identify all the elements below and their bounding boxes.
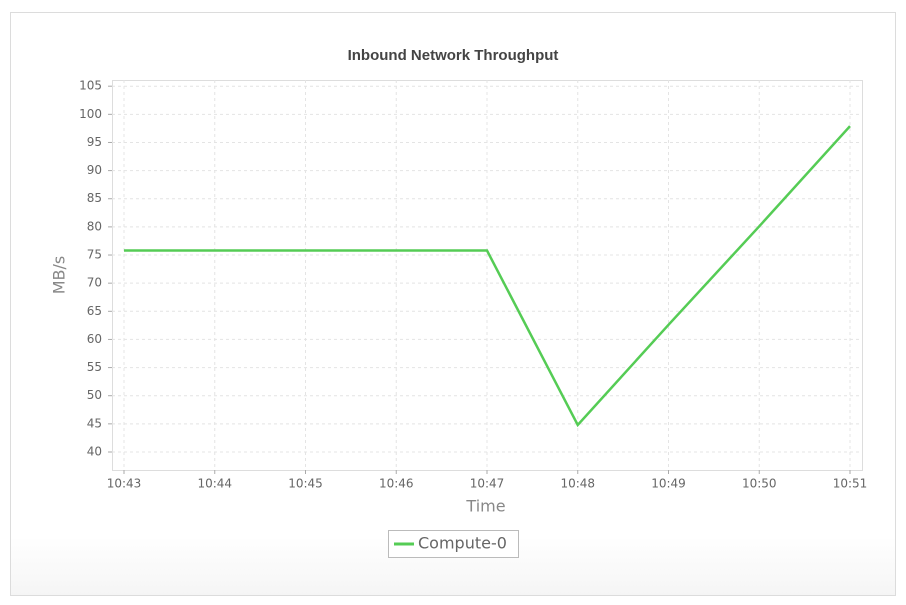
x-tick-label: 10:44 [197, 477, 232, 491]
x-tick-label: 10:48 [560, 477, 595, 491]
y-tick-label: 70 [87, 276, 102, 290]
y-tick-label: 40 [87, 444, 102, 458]
x-tick-label: 10:50 [742, 477, 777, 491]
y-axis-label: MB/s [50, 256, 69, 295]
y-tick-label: 65 [87, 304, 102, 318]
legend-label: Compute-0 [418, 534, 507, 553]
y-tick-label: 60 [87, 332, 102, 346]
y-tick-label: 105 [79, 79, 102, 93]
y-tick-label: 95 [87, 135, 102, 149]
y-tick-label: 50 [87, 388, 102, 402]
x-tick-label: 10:47 [470, 477, 505, 491]
x-tick-label: 10:51 [833, 477, 868, 491]
x-tick-label: 10:45 [288, 477, 323, 491]
y-tick-label: 80 [87, 219, 102, 233]
x-axis-label: Time [465, 497, 505, 516]
x-tick-label: 10:46 [379, 477, 414, 491]
x-tick-label: 10:49 [651, 477, 686, 491]
y-tick-label: 45 [87, 416, 102, 430]
y-tick-label: 90 [87, 163, 102, 177]
y-tick-label: 100 [79, 107, 102, 121]
y-tick-label: 55 [87, 360, 102, 374]
chart-title: Inbound Network Throughput [348, 47, 559, 64]
y-tick-label: 75 [87, 248, 102, 262]
y-tick-label: 85 [87, 191, 102, 205]
data-line [124, 125, 851, 428]
x-tick-label: 10:43 [107, 477, 142, 491]
